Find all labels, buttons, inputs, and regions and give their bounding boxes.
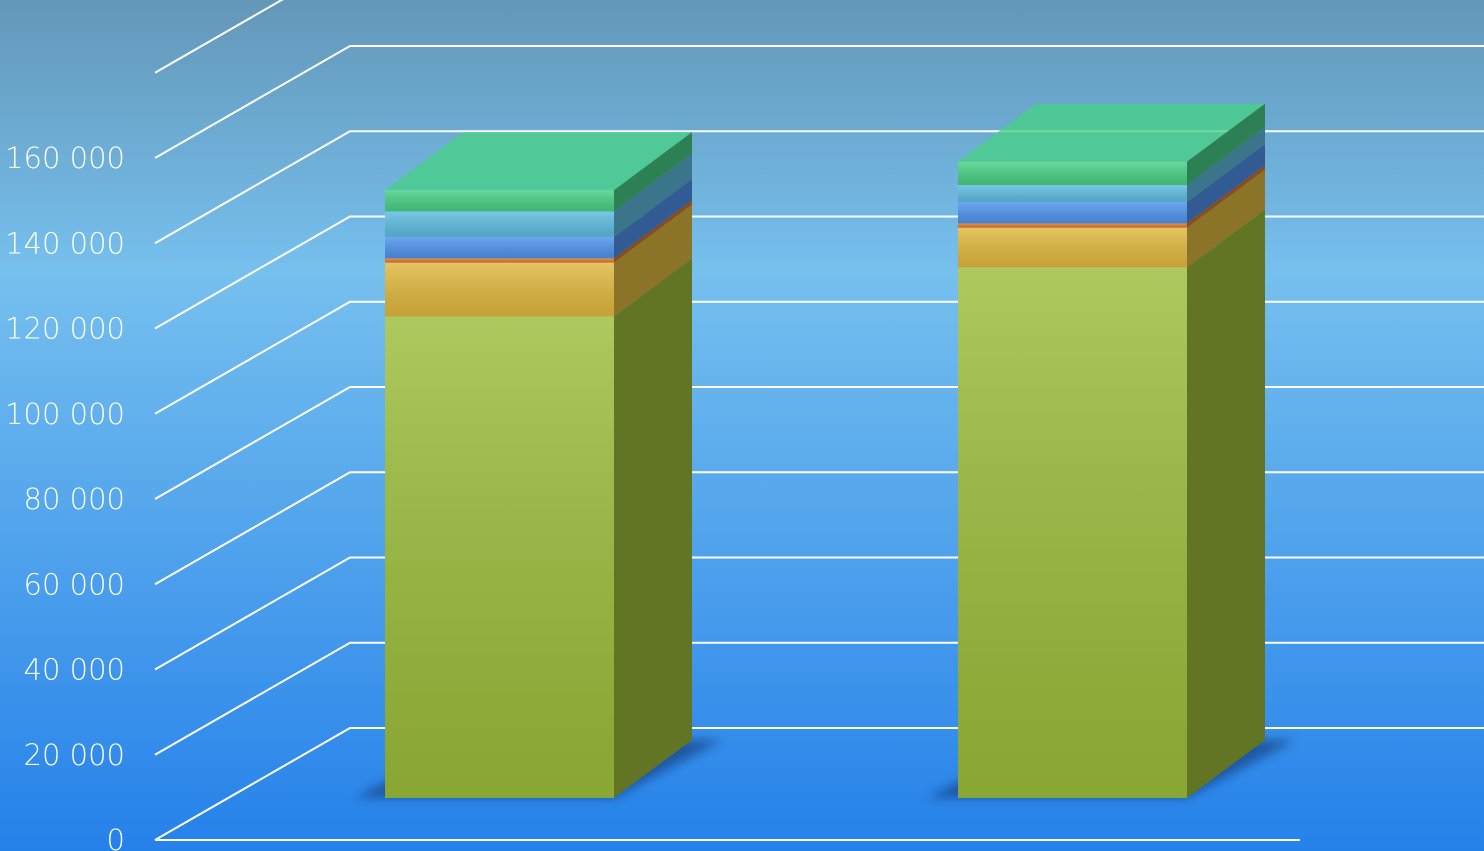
y-tick-label: 80 000 <box>24 482 125 516</box>
bar-segment <box>385 179 692 259</box>
bar-segment <box>958 127 1265 203</box>
bars <box>355 103 1295 799</box>
y-axis-ticks: 0 20 000 40 000 60 000 80 000 100 000 120 000 1… <box>5 141 125 851</box>
y-tick-label: 120 000 <box>5 312 125 346</box>
bar-segment <box>385 204 692 317</box>
bar-top <box>958 103 1265 162</box>
bar-segment <box>958 103 1265 186</box>
bar-top <box>385 132 692 191</box>
gridline <box>154 45 1484 159</box>
y-tick-label: 40 000 <box>24 653 125 687</box>
gridline <box>154 0 284 74</box>
y-tick-label: 20 000 <box>24 738 125 772</box>
bar-segment <box>385 132 692 212</box>
bar-segment <box>385 258 692 798</box>
y-tick-label: 60 000 <box>24 567 125 601</box>
bar-segment <box>958 144 1265 224</box>
y-tick-label: 0 <box>107 823 125 851</box>
bar-segment <box>958 209 1265 799</box>
bar-segment <box>958 165 1265 228</box>
y-tick-label: 140 000 <box>5 226 125 260</box>
bar-segment <box>958 169 1265 268</box>
y-tick-label: 100 000 <box>5 397 125 431</box>
y-tick-label: 160 000 <box>5 141 125 175</box>
bar-segment <box>385 153 692 238</box>
bar-segment <box>385 200 692 263</box>
